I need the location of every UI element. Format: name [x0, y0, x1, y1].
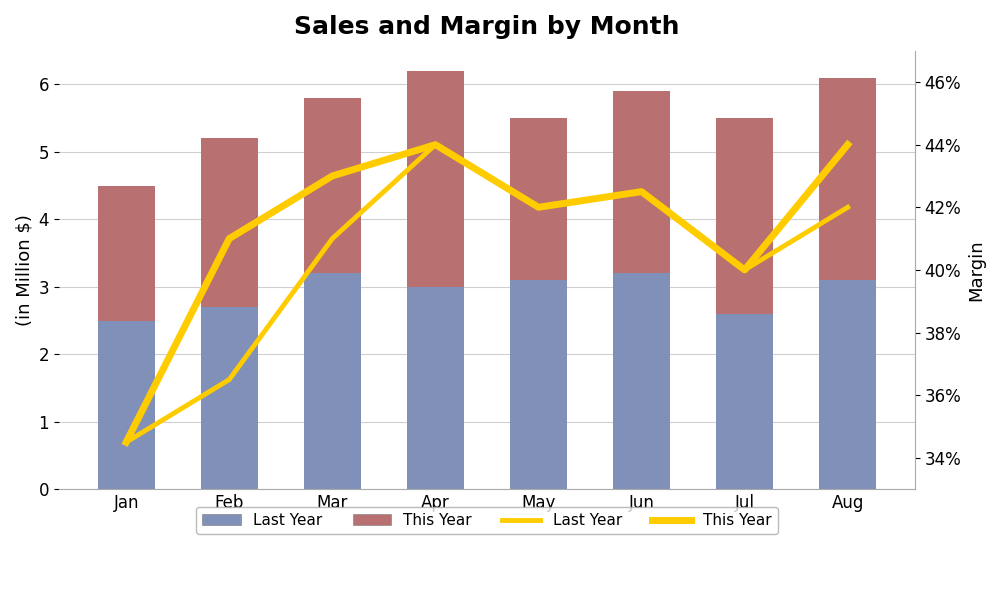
Bar [510, 118, 567, 280]
Bar [98, 320, 155, 489]
Bar [613, 91, 670, 274]
This Year [636, 188, 648, 195]
Y-axis label: (in Million $): (in Million $) [15, 214, 33, 326]
Legend: Last Year, This Year, Last Year, This Year: Last Year, This Year, Last Year, This Ye… [196, 507, 778, 534]
This Year [120, 439, 132, 446]
Last Year [842, 203, 854, 211]
Bar [201, 139, 258, 307]
Last Year [326, 235, 338, 242]
This Year [223, 235, 235, 242]
Bar [819, 280, 876, 489]
Bar [613, 274, 670, 489]
This Year [429, 141, 441, 148]
Bar [304, 98, 361, 274]
Last Year [120, 439, 132, 446]
Y-axis label: Margin: Margin [967, 239, 985, 301]
Bar [716, 118, 773, 314]
Bar [407, 71, 464, 287]
Bar [407, 287, 464, 489]
Bar [201, 307, 258, 489]
Last Year [739, 266, 751, 274]
This Year [326, 172, 338, 179]
Line: Last Year: Last Year [126, 145, 848, 442]
Last Year [429, 141, 441, 148]
Line: This Year: This Year [126, 145, 848, 442]
Bar [819, 77, 876, 280]
Last Year [532, 203, 544, 211]
Last Year [223, 376, 235, 383]
Title: Sales and Margin by Month: Sales and Margin by Month [294, 15, 680, 39]
Last Year [636, 188, 648, 195]
This Year [739, 266, 751, 274]
This Year [842, 141, 854, 148]
This Year [532, 203, 544, 211]
Bar [510, 280, 567, 489]
Bar [98, 185, 155, 320]
Bar [716, 314, 773, 489]
Bar [304, 274, 361, 489]
